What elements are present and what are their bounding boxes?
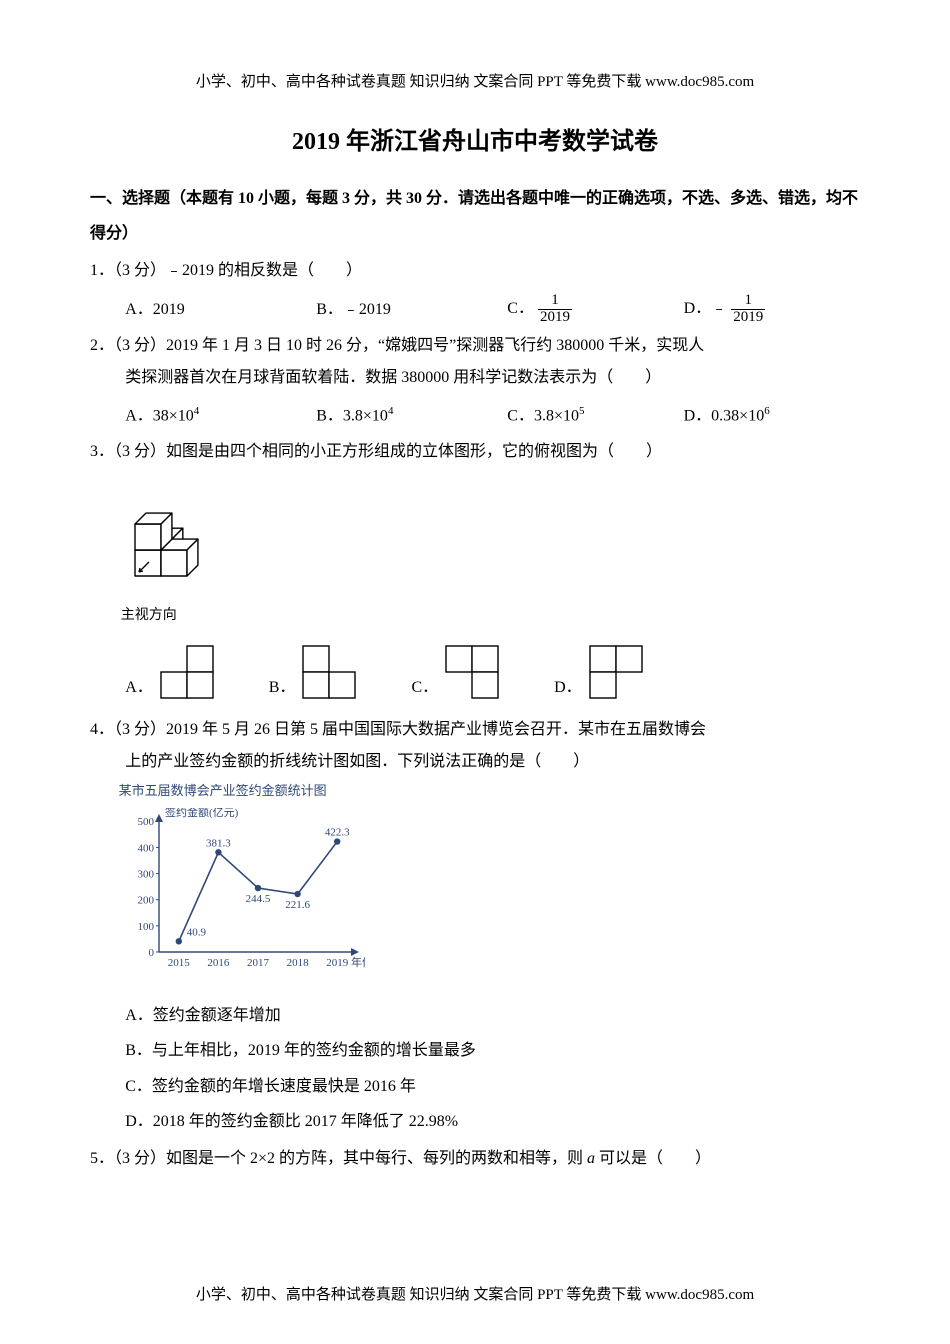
- svg-text:381.3: 381.3: [206, 838, 231, 850]
- page-header: 小学、初中、高中各种试卷真题 知识归纳 文案合同 PPT 等免费下载 www.d…: [90, 70, 860, 91]
- question-4: 4．（3 分）2019 年 5 月 26 日第 5 届中国国际大数据产业博览会召…: [90, 714, 860, 1139]
- svg-text:500: 500: [138, 817, 155, 829]
- q3-opt-b: B．: [269, 644, 362, 704]
- svg-text:年份: 年份: [351, 955, 365, 969]
- q3-stem: 3．（3 分）如图是由四个相同的小正方形组成的立体图形，它的俯视图为（ ）: [90, 436, 860, 468]
- q2-opt-d: D．0.38×106: [684, 400, 860, 432]
- q4-line2: 上的产业签约金额的折线统计图如图．下列说法正确的是（ ）: [90, 746, 860, 778]
- q4-line1: 4．（3 分）2019 年 5 月 26 日第 5 届中国国际大数据产业博览会召…: [90, 714, 860, 746]
- svg-text:2017: 2017: [247, 957, 270, 969]
- q3-3d-figure: [125, 476, 860, 598]
- q1-opt-a: A．2019: [125, 294, 316, 326]
- q2-opt-a: A．38×104: [125, 400, 316, 432]
- svg-text:0: 0: [149, 947, 155, 959]
- svg-text:300: 300: [138, 869, 155, 881]
- q4-opt-b: B．与上年相比，2019 年的签约金额的增长量最多: [125, 1033, 860, 1068]
- q4-options: A．签约金额逐年增加 B．与上年相比，2019 年的签约金额的增长量最多 C．签…: [125, 998, 860, 1139]
- svg-text:244.5: 244.5: [246, 893, 271, 905]
- question-1: 1．（3 分）﹣2019 的相反数是（ ） A．2019 B．﹣2019 C． …: [90, 255, 860, 326]
- fraction-icon: 1 2019: [731, 293, 765, 326]
- svg-text:2018: 2018: [287, 957, 310, 969]
- svg-text:221.6: 221.6: [285, 899, 310, 911]
- q5-var: a: [587, 1150, 595, 1167]
- q1-opt-d: D．﹣ 1 2019: [684, 293, 860, 326]
- q1-opt-c: C． 1 2019: [507, 293, 683, 326]
- page-footer: 小学、初中、高中各种试卷真题 知识归纳 文案合同 PPT 等免费下载 www.d…: [0, 1283, 950, 1304]
- svg-text:40.9: 40.9: [187, 927, 207, 939]
- svg-text:422.3: 422.3: [325, 827, 350, 839]
- svg-text:100: 100: [138, 921, 155, 933]
- q4-chart: 0 100 200 300 400 500 2015 2016 2017 2018 2019 签约金额…: [125, 808, 365, 990]
- q2-opt-c: C．3.8×105: [507, 400, 683, 432]
- q4-opt-c: C．签约金额的年增长速度最快是 2016 年: [125, 1069, 860, 1104]
- q2-line1: 2．（3 分）2019 年 1 月 3 日 10 时 26 分，“嫦娥四号”探测…: [90, 330, 860, 362]
- q1-opt-b: B．﹣2019: [316, 294, 507, 326]
- q2-options: A．38×104 B．3.8×104 C．3.8×105 D．0.38×106: [125, 400, 860, 432]
- svg-text:400: 400: [138, 843, 155, 855]
- exam-title: 2019 年浙江省舟山市中考数学试卷: [90, 121, 860, 156]
- q3-options: A． B． C． D．: [125, 644, 860, 704]
- topview-d-icon: [588, 644, 648, 704]
- q2-line2: 类探测器首次在月球背面软着陆．数据 380000 用科学记数法表示为（ ）: [90, 362, 860, 394]
- fraction-icon: 1 2019: [538, 293, 572, 326]
- cube-figure-icon: [125, 476, 235, 586]
- svg-text:2015: 2015: [168, 957, 191, 969]
- q1-options: A．2019 B．﹣2019 C． 1 2019 D．﹣ 1 2019: [125, 293, 860, 326]
- q5-stem-pre: 5．（3 分）如图是一个 2×2 的方阵，其中每行、每列的两数和相等，则: [90, 1150, 587, 1167]
- q4-opt-d: D．2018 年的签约金额比 2017 年降低了 22.98%: [125, 1104, 860, 1139]
- svg-text:2019: 2019: [326, 957, 349, 969]
- line-chart-icon: 0 100 200 300 400 500 2015 2016 2017 2018 2019 签约金额…: [125, 808, 365, 978]
- q4-opt-a: A．签约金额逐年增加: [125, 998, 860, 1033]
- svg-text:2016: 2016: [208, 957, 231, 969]
- q1-d-prefix: D．﹣: [684, 300, 728, 317]
- q3-opt-d: D．: [554, 644, 648, 704]
- topview-c-icon: [444, 644, 504, 704]
- q2-opt-b: B．3.8×104: [316, 400, 507, 432]
- topview-a-icon: [159, 644, 219, 704]
- q1-stem: 1．（3 分）﹣2019 的相反数是（ ）: [90, 255, 860, 287]
- q3-caption: 主视方向: [121, 602, 860, 630]
- q4-chart-title: 某市五届数博会产业签约金额统计图: [119, 778, 860, 804]
- q5-stem-post: 可以是（ ）: [595, 1150, 711, 1167]
- topview-b-icon: [301, 644, 361, 704]
- q1-c-prefix: C．: [507, 300, 534, 317]
- q3-opt-a: A．: [125, 644, 219, 704]
- question-3: 3．（3 分）如图是由四个相同的小正方形组成的立体图形，它的俯视图为（ ） 主视…: [90, 436, 860, 704]
- section-1-heading: 一、选择题（本题有 10 小题，每题 3 分，共 30 分．请选出各题中唯一的正…: [90, 181, 860, 251]
- question-5: 5．（3 分）如图是一个 2×2 的方阵，其中每行、每列的两数和相等，则 a 可…: [90, 1143, 860, 1175]
- svg-text:200: 200: [138, 895, 155, 907]
- question-2: 2．（3 分）2019 年 1 月 3 日 10 时 26 分，“嫦娥四号”探测…: [90, 330, 860, 432]
- svg-text:签约金额(亿元): 签约金额(亿元): [165, 808, 239, 819]
- q3-opt-c: C．: [411, 644, 504, 704]
